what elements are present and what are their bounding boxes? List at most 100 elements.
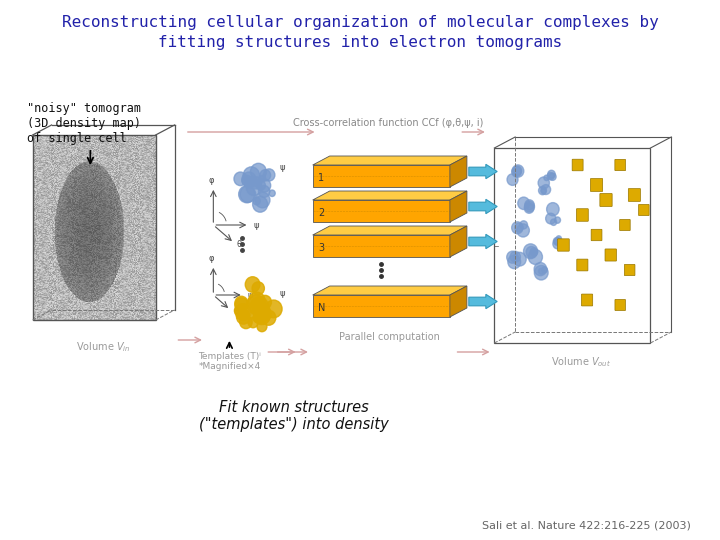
Circle shape [247, 295, 265, 314]
Polygon shape [312, 200, 450, 222]
Circle shape [541, 188, 546, 194]
Circle shape [236, 309, 251, 324]
Circle shape [258, 179, 271, 192]
Circle shape [246, 180, 261, 195]
Circle shape [235, 303, 251, 320]
Circle shape [507, 174, 518, 185]
Circle shape [538, 177, 549, 189]
Circle shape [246, 276, 260, 292]
Text: 1: 1 [318, 173, 325, 183]
Text: Parallel computation: Parallel computation [339, 332, 440, 342]
Circle shape [534, 262, 546, 276]
Circle shape [539, 186, 546, 195]
Polygon shape [469, 199, 498, 214]
Circle shape [257, 321, 267, 332]
Text: Sali et al. Nature 422:216-225 (2003): Sali et al. Nature 422:216-225 (2003) [482, 520, 691, 530]
Circle shape [556, 236, 562, 241]
Circle shape [512, 222, 523, 234]
Circle shape [508, 255, 521, 269]
Circle shape [242, 176, 252, 186]
Circle shape [524, 201, 534, 212]
FancyBboxPatch shape [629, 188, 641, 201]
Circle shape [524, 203, 534, 213]
Circle shape [547, 172, 554, 180]
Circle shape [238, 186, 255, 202]
FancyBboxPatch shape [600, 193, 612, 206]
Circle shape [553, 239, 562, 249]
Circle shape [240, 309, 249, 319]
Circle shape [253, 299, 264, 310]
Circle shape [512, 166, 521, 177]
Text: ψ: ψ [279, 163, 285, 172]
Circle shape [255, 192, 270, 208]
Circle shape [260, 170, 271, 181]
Polygon shape [312, 165, 450, 187]
Circle shape [234, 172, 247, 186]
Circle shape [235, 296, 248, 310]
Text: ψ: ψ [248, 291, 253, 300]
Text: Volume $V_{in}$: Volume $V_{in}$ [76, 340, 131, 354]
Circle shape [549, 173, 556, 180]
Circle shape [258, 185, 270, 198]
Circle shape [510, 251, 521, 262]
Circle shape [513, 166, 522, 175]
Circle shape [240, 313, 246, 320]
Circle shape [248, 317, 258, 328]
Circle shape [253, 197, 261, 205]
FancyBboxPatch shape [639, 205, 649, 215]
Text: θ: θ [233, 307, 238, 316]
FancyBboxPatch shape [620, 219, 630, 231]
Polygon shape [495, 148, 650, 343]
Polygon shape [312, 295, 450, 317]
Circle shape [515, 223, 523, 232]
Polygon shape [450, 191, 467, 222]
Text: Fit known structures
("templates") into density: Fit known structures ("templates") into … [199, 400, 389, 433]
FancyBboxPatch shape [577, 209, 588, 221]
FancyBboxPatch shape [605, 249, 616, 261]
Circle shape [526, 246, 537, 258]
Circle shape [252, 177, 262, 187]
Circle shape [258, 295, 271, 309]
Text: ψ: ψ [279, 289, 285, 298]
Circle shape [248, 177, 256, 184]
Circle shape [546, 213, 556, 224]
FancyBboxPatch shape [590, 179, 603, 192]
Circle shape [548, 170, 555, 178]
Circle shape [235, 298, 248, 312]
Circle shape [544, 175, 549, 180]
Circle shape [264, 169, 275, 181]
Circle shape [541, 185, 551, 194]
Polygon shape [450, 286, 467, 317]
Circle shape [512, 165, 524, 177]
FancyBboxPatch shape [615, 300, 626, 310]
Circle shape [554, 238, 560, 245]
Circle shape [525, 200, 534, 210]
Text: 3: 3 [318, 243, 325, 253]
Circle shape [554, 217, 560, 224]
Circle shape [253, 197, 268, 212]
Text: "noisy" tomogram
(3D density map)
of single cell: "noisy" tomogram (3D density map) of sin… [27, 102, 141, 145]
FancyBboxPatch shape [615, 159, 626, 171]
Circle shape [551, 219, 557, 225]
Circle shape [252, 282, 264, 295]
FancyBboxPatch shape [577, 259, 588, 271]
Circle shape [245, 178, 253, 188]
Text: φ: φ [209, 176, 214, 185]
Polygon shape [312, 286, 467, 295]
Circle shape [528, 249, 542, 265]
FancyBboxPatch shape [582, 294, 593, 306]
Polygon shape [312, 191, 467, 200]
Circle shape [507, 251, 518, 263]
FancyBboxPatch shape [557, 239, 570, 251]
Circle shape [269, 190, 275, 197]
Polygon shape [312, 226, 467, 235]
FancyBboxPatch shape [624, 265, 635, 275]
Circle shape [530, 248, 538, 256]
Text: Templates (T)ⁱ
*Magnified×4: Templates (T)ⁱ *Magnified×4 [198, 352, 261, 372]
Text: N: N [318, 303, 325, 313]
Text: Reconstructing cellular organization of molecular complexes by: Reconstructing cellular organization of … [62, 15, 658, 30]
Polygon shape [469, 294, 498, 309]
Polygon shape [450, 156, 467, 187]
Circle shape [520, 221, 528, 229]
Circle shape [240, 186, 256, 202]
